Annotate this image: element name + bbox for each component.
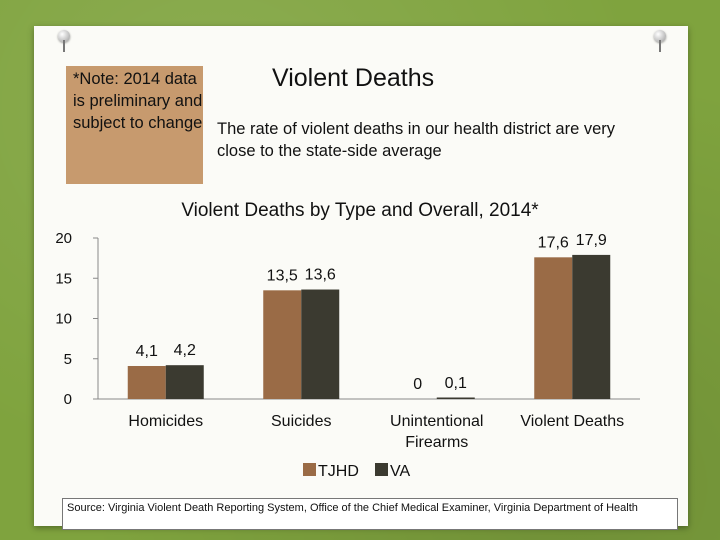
chart-title: Violent Deaths by Type and Overall, 2014… bbox=[181, 200, 539, 221]
bar-tjhd bbox=[534, 257, 573, 399]
x-category-label: Suicides bbox=[271, 413, 331, 430]
data-label-va: 4,2 bbox=[174, 342, 196, 359]
slide-title: Violent Deaths bbox=[272, 64, 435, 92]
source-citation: Source: Virginia Violent Death Reporting… bbox=[62, 498, 678, 530]
bar-tjhd bbox=[127, 365, 166, 399]
preliminary-note: *Note: 2014 data is preliminary and subj… bbox=[66, 66, 203, 184]
y-tick-label: 10 bbox=[55, 311, 72, 328]
legend-label-tjhd: TJHD bbox=[318, 463, 359, 480]
data-label-tjhd: 0 bbox=[413, 376, 422, 393]
data-label-va: 0,1 bbox=[445, 375, 467, 392]
y-tick-label: 0 bbox=[64, 391, 72, 408]
legend-swatch-va bbox=[375, 463, 388, 476]
x-category-label: Unintentional bbox=[390, 413, 483, 430]
y-tick-label: 15 bbox=[55, 270, 72, 287]
pushpin-right-icon bbox=[652, 30, 668, 52]
data-label-tjhd: 13,5 bbox=[267, 267, 298, 284]
bar-va bbox=[301, 289, 340, 399]
x-category-label: Firearms bbox=[405, 434, 468, 451]
legend-swatch-tjhd bbox=[303, 463, 316, 476]
legend-label-va: VA bbox=[390, 463, 410, 480]
data-label-tjhd: 17,6 bbox=[538, 234, 569, 251]
y-tick-label: 20 bbox=[55, 230, 72, 247]
bar-tjhd bbox=[263, 290, 302, 399]
data-label-va: 13,6 bbox=[305, 267, 336, 284]
x-category-label: Homicides bbox=[128, 413, 203, 430]
slide-subtitle: The rate of violent deaths in our health… bbox=[217, 120, 616, 160]
y-tick-label: 5 bbox=[64, 351, 72, 368]
bar-va bbox=[572, 254, 611, 399]
bar-va bbox=[165, 365, 204, 399]
x-category-label: Violent Deaths bbox=[520, 413, 624, 430]
bar-va bbox=[436, 397, 475, 399]
data-label-tjhd: 4,1 bbox=[136, 343, 158, 360]
pushpin-left-icon bbox=[56, 30, 72, 52]
data-label-va: 17,9 bbox=[576, 232, 607, 249]
